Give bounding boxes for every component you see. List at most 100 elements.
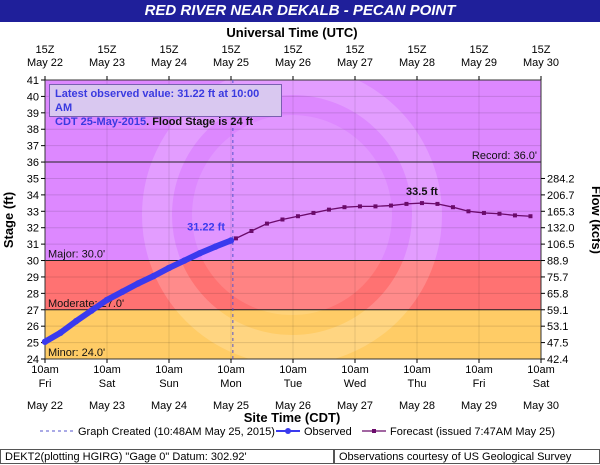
legend-graph-created: Graph Created (10:48AM May 25, 2015) — [78, 426, 275, 438]
y2-axis-title: Flow (kcfs) — [589, 186, 600, 254]
top-tick-date: May 26 — [275, 57, 311, 69]
x-axis-title: Site Time (CDT) — [244, 410, 341, 425]
forecast-point — [295, 214, 300, 219]
y-tick-label: 29 — [27, 272, 39, 284]
observed-point — [181, 257, 188, 264]
top-tick-time: 15Z — [470, 44, 489, 56]
forecast-point — [357, 204, 362, 209]
bottom-tick-date: May 22 — [27, 400, 63, 412]
forecast-point — [450, 205, 455, 210]
forecast-point — [342, 205, 347, 210]
flood-stage-text: . Flood Stage is 24 ft — [146, 116, 254, 128]
bottom-tick-time: 10am — [279, 364, 307, 376]
bottom-tick-date: May 25 — [213, 400, 249, 412]
flood-label-minor: Minor: 24.0' — [48, 347, 105, 359]
top-tick-date: May 23 — [89, 57, 125, 69]
bottom-tick-day: Fri — [473, 378, 486, 390]
flow-tick-label: 106.5 — [547, 239, 575, 251]
top-axis-title: Universal Time (UTC) — [226, 25, 357, 40]
flow-tick-label: 47.5 — [547, 338, 568, 350]
bottom-tick-day: Tue — [284, 378, 303, 390]
legend-forecast-marker — [372, 429, 376, 433]
forecast-peak-label: 33.5 ft — [406, 186, 438, 198]
y-tick-label: 39 — [27, 108, 39, 120]
observed-point — [57, 329, 64, 336]
observed-point — [150, 272, 157, 280]
top-tick-date: May 28 — [399, 57, 435, 69]
y-tick-label: 28 — [27, 288, 39, 300]
forecast-point — [404, 201, 409, 206]
footer-datum: DEKT2(plotting HGIRG) "Gage 0" Datum: 30… — [0, 449, 334, 464]
flood-label-major: Major: 30.0' — [48, 249, 105, 261]
top-tick-date: May 22 — [27, 57, 63, 69]
bottom-tick-time: 10am — [403, 364, 431, 376]
bottom-tick-date: May 23 — [89, 400, 125, 412]
forecast-point — [466, 209, 471, 214]
legend-observed: Observed — [304, 426, 352, 438]
top-tick-time: 15Z — [98, 44, 117, 56]
forecast-point — [388, 203, 393, 208]
top-tick-time: 15Z — [346, 44, 365, 56]
moderate-zone — [45, 309, 541, 359]
bottom-tick-day: Wed — [344, 378, 366, 390]
bottom-tick-day: Sat — [533, 378, 550, 390]
forecast-point — [326, 207, 331, 212]
flow-tick-label: 284.2 — [547, 173, 575, 185]
bottom-tick-time: 10am — [527, 364, 555, 376]
forecast-point — [481, 210, 486, 215]
y-tick-label: 40 — [27, 91, 39, 103]
top-tick-time: 15Z — [408, 44, 427, 56]
observed-point — [212, 243, 219, 250]
flow-tick-label: 53.1 — [547, 321, 568, 333]
forecast-point — [419, 201, 424, 206]
bottom-tick-date: May 30 — [523, 400, 559, 412]
y-tick-label: 32 — [27, 223, 39, 235]
forecast-point — [233, 236, 238, 241]
observed-value-label: 31.22 ft — [187, 222, 225, 234]
observed-point — [103, 296, 111, 304]
y-tick-label: 34 — [27, 190, 39, 202]
top-tick-time: 15Z — [284, 44, 303, 56]
y-tick-label: 24 — [27, 354, 39, 366]
flow-tick-label: 165.3 — [547, 206, 575, 218]
y-tick-label: 30 — [27, 256, 39, 268]
observed-point — [196, 249, 204, 257]
y-tick-label: 25 — [27, 338, 39, 350]
observed-point — [165, 264, 173, 272]
forecast-point — [497, 211, 502, 216]
top-tick-date: May 25 — [213, 57, 249, 69]
bottom-tick-day: Sat — [99, 378, 116, 390]
flood-label-record: Record: 36.0' — [472, 150, 537, 162]
observed-point — [72, 318, 80, 325]
forecast-point — [264, 221, 269, 226]
flow-tick-label: 59.1 — [547, 305, 568, 317]
top-tick-time: 15Z — [532, 44, 551, 56]
noaa-watermark-disc — [192, 115, 392, 315]
legend-observed-marker — [285, 428, 291, 434]
y-tick-label: 35 — [27, 173, 39, 185]
footer-credit: Observations courtesy of US Geological S… — [334, 449, 600, 464]
top-tick-date: May 27 — [337, 57, 373, 69]
forecast-point — [249, 228, 254, 233]
bottom-tick-date: May 27 — [337, 400, 373, 412]
legend-forecast: Forecast (issued 7:47AM May 25) — [390, 426, 555, 438]
y-tick-label: 37 — [27, 141, 39, 153]
top-tick-time: 15Z — [160, 44, 179, 56]
bottom-tick-date: May 29 — [461, 400, 497, 412]
y-tick-label: 41 — [27, 75, 39, 87]
top-tick-time: 15Z — [36, 44, 55, 56]
bottom-tick-day: Mon — [220, 378, 241, 390]
flow-tick-label: 132.0 — [547, 223, 575, 235]
observed-point — [134, 280, 142, 287]
top-tick-date: May 29 — [461, 57, 497, 69]
bottom-tick-day: Sun — [159, 378, 179, 390]
flow-tick-label: 206.7 — [547, 190, 575, 202]
y-tick-label: 38 — [27, 124, 39, 136]
forecast-point — [528, 214, 533, 219]
forecast-series-line — [235, 202, 531, 239]
bottom-tick-date: May 26 — [275, 400, 311, 412]
bottom-tick-date: May 24 — [151, 400, 187, 412]
above-major-zone — [45, 162, 541, 261]
forecast-point — [435, 201, 440, 206]
